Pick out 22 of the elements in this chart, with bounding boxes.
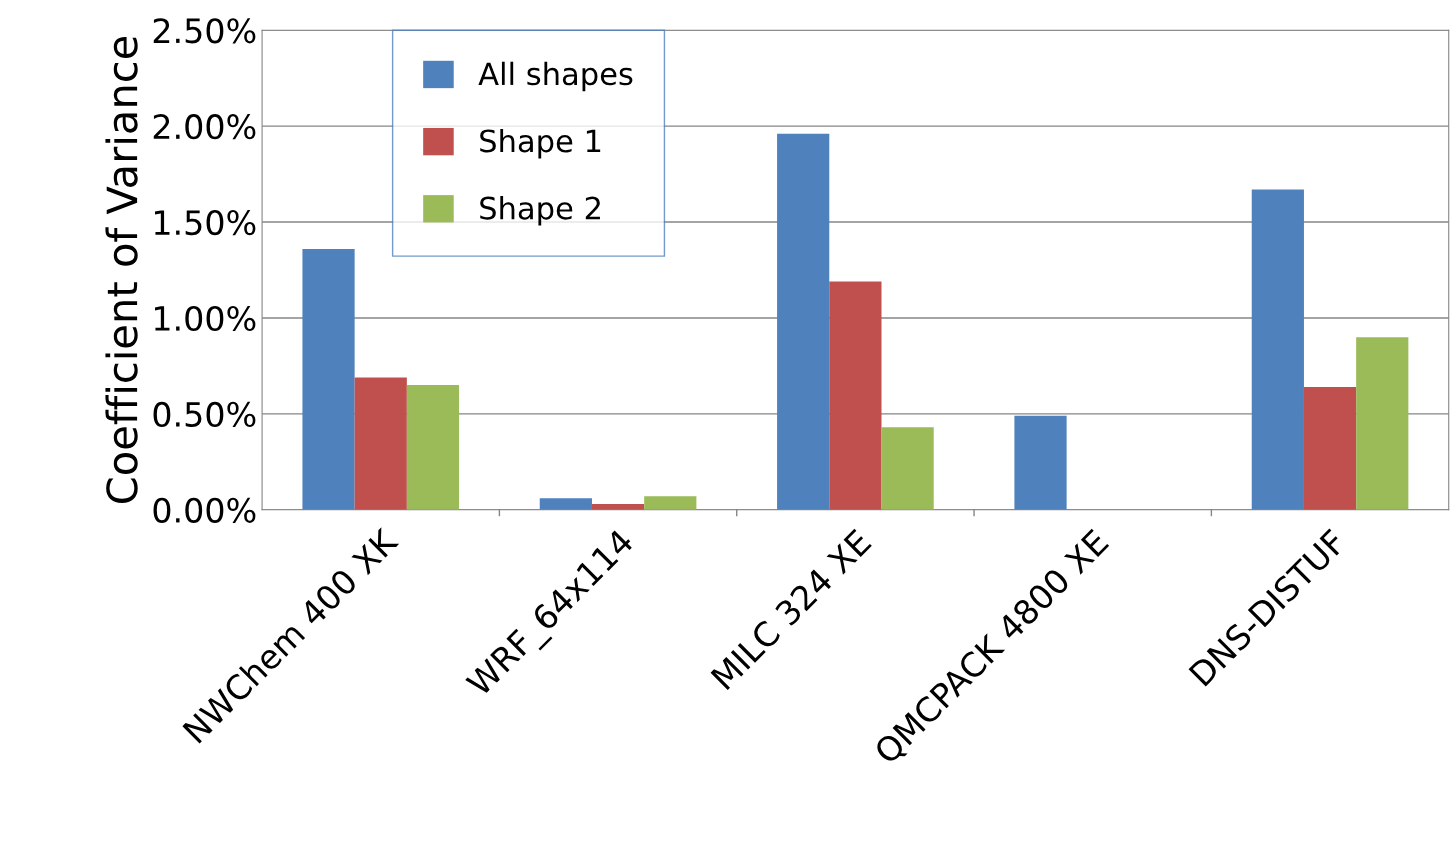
legend-label: Shape 2 [480, 196, 600, 226]
y-tick-label: 2.50% [153, 18, 256, 44]
bar [777, 133, 830, 510]
bar [539, 498, 592, 510]
bar [302, 248, 355, 510]
bar [829, 281, 882, 510]
bar [1303, 387, 1357, 510]
y-tick-label: 2.00% [153, 114, 256, 140]
bar [1014, 415, 1067, 510]
bar [644, 496, 697, 510]
legend-label: All shapes [478, 61, 633, 92]
y-axis-title: Coefficient of Variance [105, 36, 138, 503]
legend-label: Shape 1 [480, 128, 601, 159]
y-tick-label: 1.00% [154, 305, 256, 332]
y-tick-label: 0.00% [153, 497, 256, 523]
bar [881, 427, 934, 510]
bar [354, 377, 407, 510]
y-tick-label: 0.50% [153, 401, 256, 427]
y-tick-label: 1.50% [154, 209, 256, 236]
bar [1251, 189, 1304, 510]
bar [406, 385, 460, 510]
bar [1356, 337, 1409, 510]
